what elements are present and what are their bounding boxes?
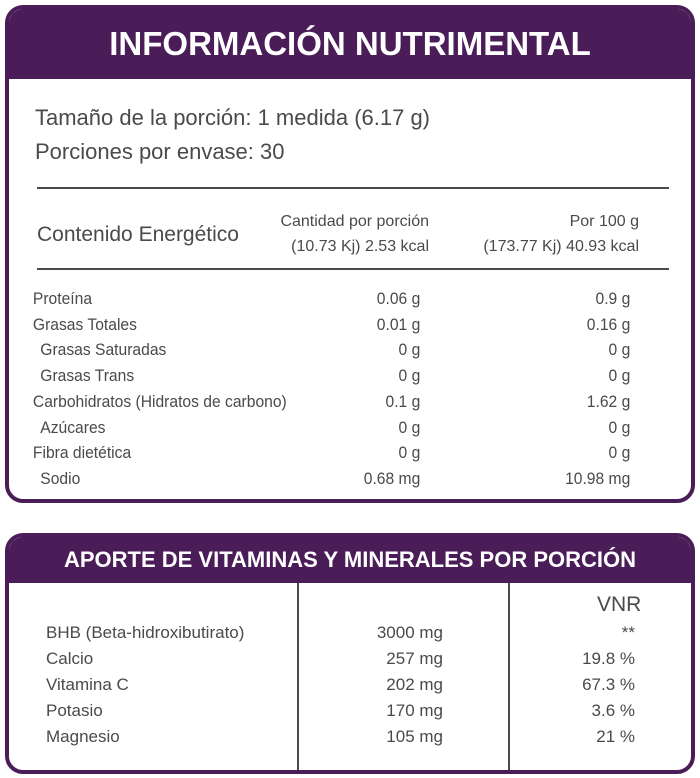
serving-size: Tamaño de la porción: 1 medida (6.17 g) <box>35 105 431 130</box>
nutrient-name: Carbohidratos (Hidratos de carbono) <box>32 391 287 411</box>
vitamins-title: APORTE DE VITAMINAS Y MINERALES POR PORC… <box>9 537 691 583</box>
vitamin-vnr: 19.8 % <box>582 649 635 668</box>
nutrient-per100: 0 g <box>608 366 631 386</box>
nutrient-per100: 10.98 mg <box>565 468 631 488</box>
vitamin-row: Calcio 257 mg 19.8 % <box>9 649 691 674</box>
energy-label: Contenido Energético <box>37 223 239 246</box>
nutrient-name: Fibra dietética <box>32 443 132 463</box>
divider <box>37 187 669 189</box>
vitamin-row: BHB (Beta-hidroxibutirato) 3000 mg ** <box>9 623 691 648</box>
vitamin-amount: 202 mg <box>386 675 443 694</box>
vitamin-name: BHB (Beta-hidroxibutirato) <box>46 623 245 642</box>
vitamin-name: Calcio <box>46 649 94 668</box>
vitamin-name: Magnesio <box>46 727 120 746</box>
nutrient-portion: 0.06 g <box>376 289 421 308</box>
nutrient-row: Azúcares 0 g 0 g <box>9 418 636 443</box>
vitamin-vnr: ** <box>621 623 635 642</box>
nutrient-name: Azúcares <box>40 417 106 437</box>
nutrition-title: INFORMACIÓN NUTRIMENTAL <box>9 9 691 79</box>
divider <box>37 268 669 270</box>
nutrient-row: Fibra dietética 0 g 0 g <box>9 443 636 468</box>
nutrient-per100: 0 g <box>608 443 631 463</box>
nutrient-row: Sodio 0.68 mg 10.98 mg <box>9 469 636 494</box>
vitamin-row: Magnesio 105 mg 21 % <box>9 727 691 752</box>
portion-header-line1: Cantidad por porción <box>280 213 429 230</box>
vitamin-name: Vitamina C <box>46 675 129 694</box>
vitamin-amount: 170 mg <box>386 701 443 720</box>
vitamin-amount: 105 mg <box>386 727 443 746</box>
vitamin-name: Potasio <box>46 701 103 720</box>
nutrient-portion: 0 g <box>398 366 421 386</box>
nutrient-name: Sodio <box>40 468 81 488</box>
per100-header: Por 100 g (173.77 Kj) 40.93 kcal <box>483 209 639 259</box>
column-divider <box>297 583 299 770</box>
vitamin-vnr: 3.6 % <box>591 701 635 720</box>
vitamin-row: Vitamina C 202 mg 67.3 % <box>9 675 691 700</box>
servings-per-container: Porciones por envase: 30 <box>35 139 285 164</box>
nutrient-per100: 1.62 g <box>586 391 631 411</box>
nutrient-name: Grasas Trans <box>40 366 135 386</box>
nutrient-per100: 0 g <box>608 340 631 360</box>
nutrient-per100: 0.16 g <box>586 314 631 334</box>
nutrient-portion: 0.1 g <box>385 391 421 411</box>
nutrient-per100: 0.9 g <box>595 289 631 308</box>
nutrient-name: Grasas Totales <box>32 314 137 334</box>
nutrient-per100: 0 g <box>608 417 631 437</box>
nutrient-row: Proteína 0.06 g 0.9 g <box>9 289 636 314</box>
per100-header-line2: (173.77 Kj) 40.93 kcal <box>483 238 639 255</box>
nutrient-name: Proteína <box>32 289 93 308</box>
nutrient-name: Grasas Saturadas <box>40 340 167 360</box>
portion-header: Cantidad por porción (10.73 Kj) 2.53 kca… <box>280 209 429 259</box>
nutrient-row: Grasas Saturadas 0 g 0 g <box>9 340 636 365</box>
vitamin-vnr: 67.3 % <box>582 675 635 694</box>
nutrient-portion: 0.01 g <box>376 314 421 334</box>
portion-header-line2: (10.73 Kj) 2.53 kcal <box>291 238 429 255</box>
vnr-header: VNR <box>597 593 642 616</box>
column-divider <box>508 583 510 770</box>
vitamin-vnr: 21 % <box>596 727 635 746</box>
nutrient-portion: 0.68 mg <box>363 468 421 488</box>
nutrition-facts-panel: INFORMACIÓN NUTRIMENTAL Tamaño de la por… <box>5 5 695 503</box>
vitamin-row: Potasio 170 mg 3.6 % <box>9 701 691 726</box>
vitamins-panel: APORTE DE VITAMINAS Y MINERALES POR PORC… <box>5 533 695 774</box>
nutrient-row: Grasas Totales 0.01 g 0.16 g <box>9 315 636 340</box>
vitamin-amount: 3000 mg <box>376 623 443 642</box>
per100-header-line1: Por 100 g <box>569 213 639 230</box>
nutrient-portion: 0 g <box>398 340 421 360</box>
vitamin-amount: 257 mg <box>386 649 443 668</box>
nutrient-row: Carbohidratos (Hidratos de carbono) 0.1 … <box>9 392 636 417</box>
nutrient-portion: 0 g <box>398 417 421 437</box>
nutrient-portion: 0 g <box>398 443 421 463</box>
nutrient-row: Grasas Trans 0 g 0 g <box>9 366 636 391</box>
